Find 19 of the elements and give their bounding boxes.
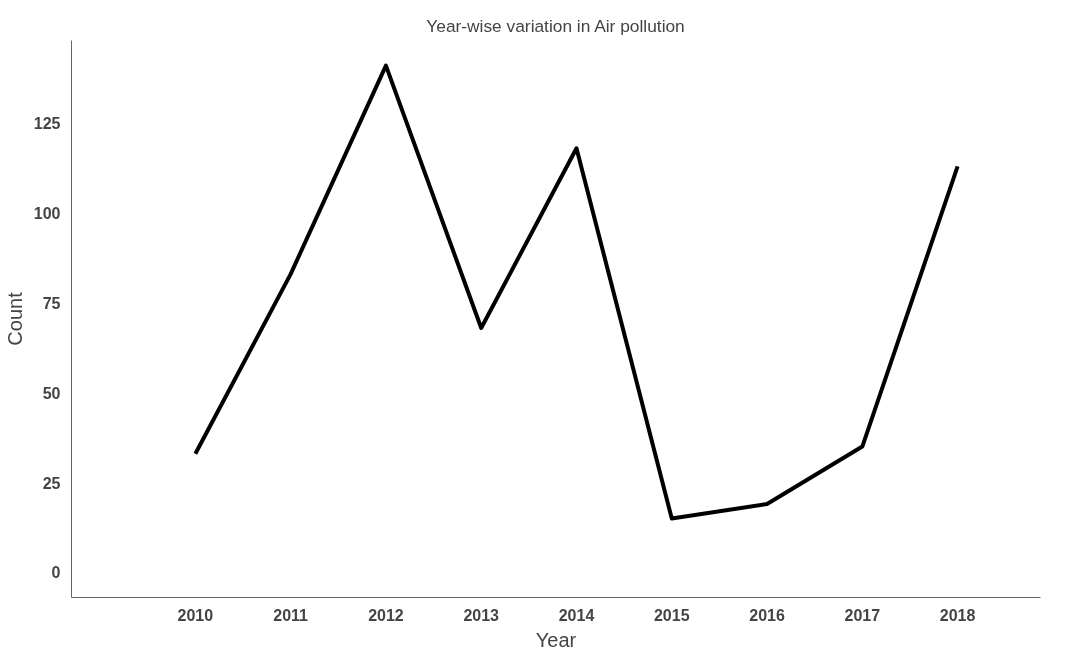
x-tick-label: 2017: [844, 606, 881, 624]
y-tick-label: 50: [42, 384, 61, 402]
x-tick-label: 2014: [558, 606, 595, 624]
x-tick-label: 2011: [273, 606, 309, 624]
y-tick-label: 0: [51, 564, 61, 582]
x-tick-label: 2016: [749, 606, 785, 624]
x-tick-label: 2012: [368, 606, 404, 624]
x-axis-title: Year: [535, 628, 577, 651]
y-tick-label: 25: [42, 474, 61, 492]
line-series: [193, 63, 960, 521]
x-tick-label: 2013: [463, 606, 500, 624]
chart-title: Year-wise variation in Air pollution: [426, 15, 685, 36]
y-axis-title: Count: [3, 291, 26, 346]
y-tick-label: 100: [33, 204, 61, 222]
y-tick-label: 75: [42, 294, 61, 312]
y-tick-label: 125: [33, 115, 61, 133]
x-tick-label: 2015: [653, 606, 690, 624]
x-tick-label: 2010: [177, 606, 214, 624]
x-tick-label: 2018: [939, 606, 976, 624]
